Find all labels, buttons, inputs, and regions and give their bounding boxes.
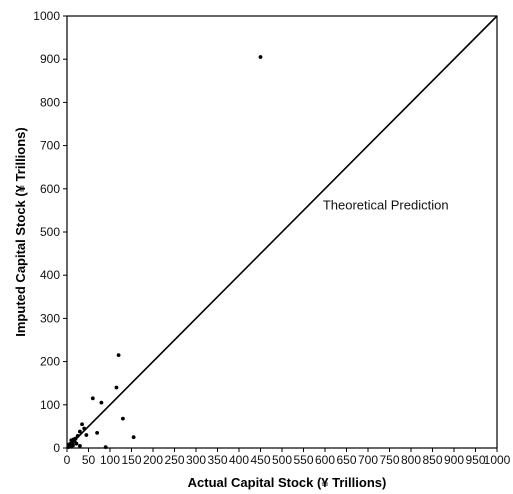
x-axis-title: Actual Capital Stock (¥ Trillions)	[188, 475, 387, 490]
y-tick-label: 400	[40, 268, 60, 282]
data-point	[84, 433, 89, 437]
x-tick-label: 150	[121, 453, 141, 467]
x-tick-label: 100	[100, 453, 120, 467]
x-tick-label: 400	[229, 453, 249, 467]
x-tick-label: 200	[143, 453, 163, 467]
data-point	[82, 426, 87, 431]
x-tick-label: 50	[82, 453, 96, 467]
x-tick-label: 1000	[484, 453, 511, 467]
plot-frame	[66, 15, 498, 449]
x-tick-label: 900	[444, 453, 464, 467]
data-points	[66, 55, 263, 450]
data-point	[131, 435, 136, 440]
data-point	[80, 422, 84, 427]
y-tick-label: 700	[40, 139, 60, 153]
y-tick-label: 300	[40, 311, 60, 325]
x-tick-label: 450	[250, 453, 270, 467]
data-point	[78, 443, 82, 448]
x-tick-label: 800	[401, 453, 421, 467]
x-tick-label: 0	[64, 453, 71, 467]
x-tick-label: 700	[358, 453, 378, 467]
x-tick-label: 850	[422, 453, 442, 467]
x-tick-label: 600	[315, 453, 335, 467]
y-tick-label: 800	[40, 95, 60, 109]
x-tick-label: 350	[207, 453, 227, 467]
data-point	[258, 55, 263, 59]
y-tick-label: 100	[40, 398, 60, 412]
theoretical-prediction-line	[66, 15, 498, 449]
x-tick-label: 750	[379, 453, 399, 467]
y-tick-label: 0	[53, 441, 60, 455]
data-point	[121, 416, 125, 421]
data-point	[116, 353, 121, 358]
data-point	[99, 400, 104, 405]
y-tick-label: 1000	[33, 9, 60, 23]
y-axis-title: Imputed Capital Stock (¥ Trillions)	[13, 127, 28, 336]
x-tick-label: 650	[336, 453, 356, 467]
y-tick-label: 500	[40, 225, 60, 239]
x-tick-label: 300	[186, 453, 206, 467]
x-axis-ticks: 0 50 100 150 200 250 300 350 400 450 500 550 600 650 7…	[64, 448, 511, 467]
y-axis-ticks: 0 100 200 300 400 500 600 700 800 900 1000	[33, 9, 67, 455]
x-tick-label: 250	[164, 453, 184, 467]
y-tick-label: 600	[40, 182, 60, 196]
x-tick-label: 500	[272, 453, 292, 467]
data-point	[75, 434, 80, 438]
x-tick-label: 550	[293, 453, 313, 467]
x-tick-label: 950	[465, 453, 485, 467]
data-point	[74, 441, 79, 446]
y-tick-label: 200	[40, 355, 60, 369]
data-point	[90, 396, 95, 401]
data-point	[95, 430, 99, 435]
data-point	[114, 385, 119, 390]
data-point	[78, 429, 82, 434]
theoretical-prediction-label: Theoretical Prediction	[323, 198, 449, 213]
y-tick-label: 900	[40, 52, 60, 66]
